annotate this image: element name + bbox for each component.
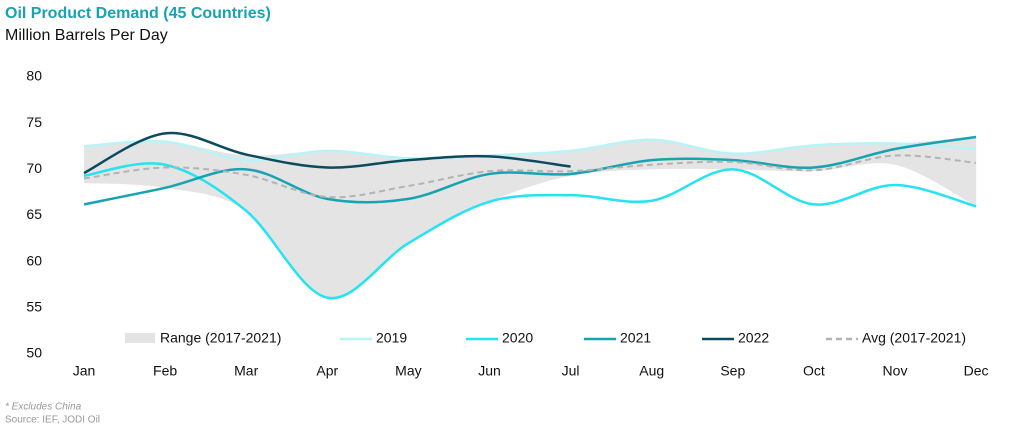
legend-label: 2021 (620, 330, 651, 346)
footnote: * Excludes China (5, 402, 82, 413)
legend-label: 2022 (738, 330, 769, 346)
series-line (83, 135, 977, 206)
x-tick-label: Nov (883, 363, 908, 379)
y-tick-label: 70 (26, 160, 42, 176)
series-line (83, 154, 977, 199)
x-tick-label: Jun (478, 363, 501, 379)
chart-title: Oil Product Demand (45 Countries) (5, 5, 271, 22)
y-tick-label: 75 (26, 114, 42, 130)
x-tick-label: Dec (964, 363, 989, 379)
legend-label: Avg (2017-2021) (862, 330, 966, 346)
x-tick-label: Apr (316, 363, 338, 379)
legend-label: 2020 (502, 330, 533, 346)
y-tick-label: 80 (26, 68, 42, 84)
x-tick-label: Feb (153, 363, 177, 379)
chart-subtitle: Million Barrels Per Day (5, 27, 168, 44)
legend-swatch (125, 333, 155, 343)
x-tick-label: Jan (73, 363, 96, 379)
x-tick-label: Sep (720, 363, 745, 379)
x-tick-label: Mar (234, 363, 258, 379)
y-tick-label: 50 (26, 345, 42, 361)
legend-label: Range (2017-2021) (160, 330, 281, 346)
series-line (83, 138, 977, 162)
y-tick-label: 55 (26, 299, 42, 315)
y-tick-label: 60 (26, 252, 42, 268)
legend-label: 2019 (376, 330, 407, 346)
x-tick-label: May (395, 363, 421, 379)
series-line (83, 131, 571, 175)
x-tick-label: Aug (639, 363, 664, 379)
x-tick-label: Jul (562, 363, 580, 379)
range-area (84, 137, 977, 299)
x-tick-label: Oct (803, 363, 825, 379)
y-tick-label: 65 (26, 206, 42, 222)
source: Source: IEF, JODI Oil (5, 415, 100, 426)
series-line (83, 162, 977, 300)
